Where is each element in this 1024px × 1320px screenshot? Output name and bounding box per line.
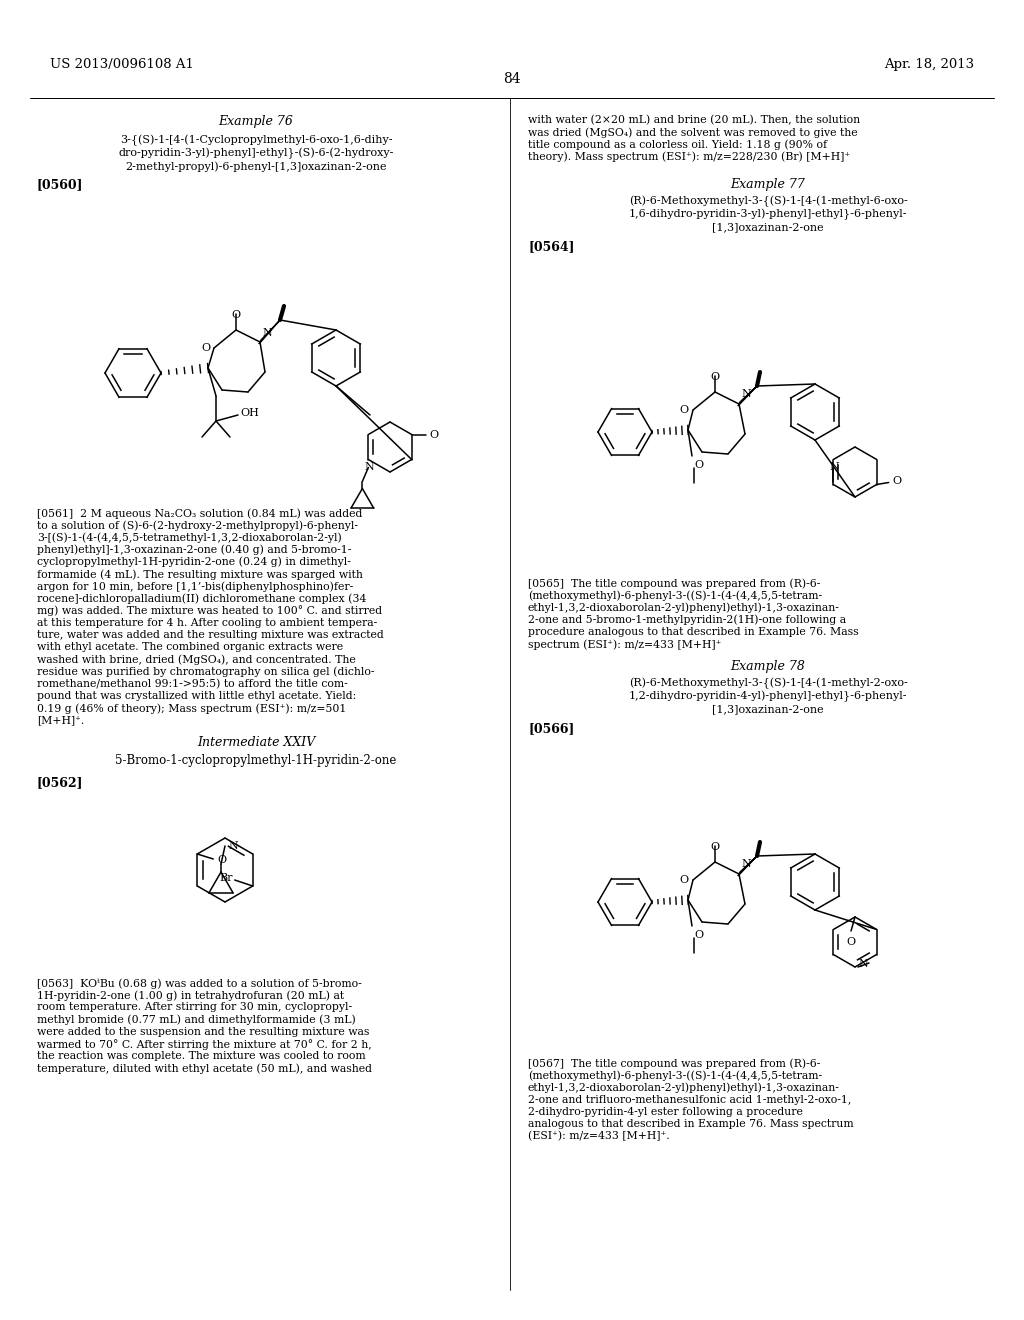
Text: (methoxymethyl)-6-phenyl-3-((S)-1-(4-(4,4,5,5-tetram-: (methoxymethyl)-6-phenyl-3-((S)-1-(4-(4,… [528, 590, 822, 601]
Text: room temperature. After stirring for 30 min, cyclopropyl-: room temperature. After stirring for 30 … [37, 1002, 352, 1012]
Text: [0564]: [0564] [528, 240, 574, 253]
Text: 5-Bromo-1-cyclopropylmethyl-1H-pyridin-2-one: 5-Bromo-1-cyclopropylmethyl-1H-pyridin-2… [116, 754, 396, 767]
Text: formamide (4 mL). The resulting mixture was sparged with: formamide (4 mL). The resulting mixture … [37, 569, 362, 579]
Text: [0563]  KOᵗBu (0.68 g) was added to a solution of 5-bromo-: [0563] KOᵗBu (0.68 g) was added to a sol… [37, 978, 361, 989]
Text: residue was purified by chromatography on silica gel (dichlo-: residue was purified by chromatography o… [37, 667, 375, 677]
Text: N: N [741, 389, 751, 399]
Text: O: O [680, 875, 689, 884]
Text: Example 76: Example 76 [218, 115, 294, 128]
Text: 3-[(S)-1-(4-(4,4,5,5-tetramethyl-1,3,2-dioxaborolan-2-yl): 3-[(S)-1-(4-(4,4,5,5-tetramethyl-1,3,2-d… [37, 532, 342, 543]
Text: [1,3]oxazinan-2-one: [1,3]oxazinan-2-one [712, 704, 824, 714]
Text: rocene]-dichloropalladium(II) dichloromethane complex (34: rocene]-dichloropalladium(II) dichlorome… [37, 594, 367, 605]
Text: spectrum (ESI⁺): m/z=433 [M+H]⁺: spectrum (ESI⁺): m/z=433 [M+H]⁺ [528, 639, 721, 649]
Text: romethane/methanol 99:1->95:5) to afford the title com-: romethane/methanol 99:1->95:5) to afford… [37, 678, 348, 689]
Text: were added to the suspension and the resulting mixture was: were added to the suspension and the res… [37, 1027, 370, 1036]
Text: 2-methyl-propyl)-6-phenyl-[1,3]oxazinan-2-one: 2-methyl-propyl)-6-phenyl-[1,3]oxazinan-… [125, 161, 387, 172]
Text: (R)-6-Methoxymethyl-3-{(S)-1-[4-(1-methyl-2-oxo-: (R)-6-Methoxymethyl-3-{(S)-1-[4-(1-methy… [629, 678, 907, 689]
Text: O: O [201, 343, 210, 352]
Text: O: O [847, 937, 856, 946]
Text: N: N [365, 462, 374, 471]
Text: pound that was crystallized with little ethyl acetate. Yield:: pound that was crystallized with little … [37, 690, 356, 701]
Text: at this temperature for 4 h. After cooling to ambient tempera-: at this temperature for 4 h. After cooli… [37, 618, 377, 628]
Text: theory). Mass spectrum (ESI⁺): m/z=228/230 (Br) [M+H]⁺: theory). Mass spectrum (ESI⁺): m/z=228/2… [528, 152, 850, 162]
Text: mg) was added. The mixture was heated to 100° C. and stirred: mg) was added. The mixture was heated to… [37, 606, 382, 616]
Text: the reaction was complete. The mixture was cooled to room: the reaction was complete. The mixture w… [37, 1051, 366, 1061]
Text: [0562]: [0562] [37, 776, 84, 789]
Text: O: O [430, 429, 438, 440]
Text: [0566]: [0566] [528, 722, 574, 735]
Text: O: O [711, 372, 720, 381]
Text: [0567]  The title compound was prepared from (R)-6-: [0567] The title compound was prepared f… [528, 1059, 820, 1069]
Text: Br: Br [219, 873, 232, 883]
Text: 84: 84 [503, 73, 521, 86]
Text: N: N [741, 859, 751, 869]
Text: O: O [694, 931, 703, 940]
Text: Intermediate XXIV: Intermediate XXIV [197, 737, 315, 748]
Text: N: N [228, 841, 238, 851]
Text: methyl bromide (0.77 mL) and dimethylformamide (3 mL): methyl bromide (0.77 mL) and dimethylfor… [37, 1015, 355, 1026]
Text: phenyl)ethyl]-1,3-oxazinan-2-one (0.40 g) and 5-bromo-1-: phenyl)ethyl]-1,3-oxazinan-2-one (0.40 g… [37, 545, 351, 556]
Text: dro-pyridin-3-yl)-phenyl]-ethyl}-(S)-6-(2-hydroxy-: dro-pyridin-3-yl)-phenyl]-ethyl}-(S)-6-(… [119, 148, 393, 160]
Text: argon for 10 min, before [1,1’-bis(diphenylphosphino)fer-: argon for 10 min, before [1,1’-bis(diphe… [37, 581, 353, 591]
Text: procedure analogous to that described in Example 76. Mass: procedure analogous to that described in… [528, 627, 859, 636]
Text: (methoxymethyl)-6-phenyl-3-((S)-1-(4-(4,4,5,5-tetram-: (methoxymethyl)-6-phenyl-3-((S)-1-(4-(4,… [528, 1071, 822, 1081]
Text: 0.19 g (46% of theory); Mass spectrum (ESI⁺): m/z=501: 0.19 g (46% of theory); Mass spectrum (E… [37, 704, 346, 714]
Text: [0565]  The title compound was prepared from (R)-6-: [0565] The title compound was prepared f… [528, 578, 820, 589]
Polygon shape [738, 855, 757, 876]
Text: Apr. 18, 2013: Apr. 18, 2013 [884, 58, 974, 71]
Text: 2-one and 5-bromo-1-methylpyridin-2(1H)-one following a: 2-one and 5-bromo-1-methylpyridin-2(1H)-… [528, 615, 846, 626]
Text: OH: OH [240, 408, 259, 418]
Text: N: N [858, 960, 867, 969]
Text: 1,6-dihydro-pyridin-3-yl)-phenyl]-ethyl}-6-phenyl-: 1,6-dihydro-pyridin-3-yl)-phenyl]-ethyl}… [629, 209, 907, 220]
Text: with water (2×20 mL) and brine (20 mL). Then, the solution: with water (2×20 mL) and brine (20 mL). … [528, 115, 860, 125]
Text: [0560]: [0560] [37, 178, 84, 191]
Text: 1H-pyridin-2-one (1.00 g) in tetrahydrofuran (20 mL) at: 1H-pyridin-2-one (1.00 g) in tetrahydrof… [37, 990, 344, 1001]
Text: 1,2-dihydro-pyridin-4-yl)-phenyl]-ethyl}-6-phenyl-: 1,2-dihydro-pyridin-4-yl)-phenyl]-ethyl}… [629, 690, 907, 702]
Text: (R)-6-Methoxymethyl-3-{(S)-1-[4-(1-methyl-6-oxo-: (R)-6-Methoxymethyl-3-{(S)-1-[4-(1-methy… [629, 195, 907, 207]
Text: [0561]  2 M aqueous Na₂CO₃ solution (0.84 mL) was added: [0561] 2 M aqueous Na₂CO₃ solution (0.84… [37, 508, 362, 519]
Text: O: O [711, 842, 720, 851]
Text: O: O [231, 310, 241, 319]
Text: N: N [829, 462, 840, 473]
Text: 2-dihydro-pyridin-4-yl ester following a procedure: 2-dihydro-pyridin-4-yl ester following a… [528, 1106, 803, 1117]
Text: 3-{(S)-1-[4-(1-Cyclopropylmethyl-6-oxo-1,6-dihy-: 3-{(S)-1-[4-(1-Cyclopropylmethyl-6-oxo-1… [120, 135, 392, 147]
Text: ture, water was added and the resulting mixture was extracted: ture, water was added and the resulting … [37, 630, 384, 640]
Text: to a solution of (S)-6-(2-hydroxy-2-methylpropyl)-6-phenyl-: to a solution of (S)-6-(2-hydroxy-2-meth… [37, 520, 358, 531]
Polygon shape [259, 319, 280, 345]
Polygon shape [738, 385, 757, 407]
Text: [M+H]⁺.: [M+H]⁺. [37, 715, 84, 726]
Text: cyclopropylmethyl-1H-pyridin-2-one (0.24 g) in dimethyl-: cyclopropylmethyl-1H-pyridin-2-one (0.24… [37, 557, 351, 568]
Text: N: N [262, 327, 271, 338]
Text: warmed to 70° C. After stirring the mixture at 70° C. for 2 h,: warmed to 70° C. After stirring the mixt… [37, 1039, 372, 1049]
Text: washed with brine, dried (MgSO₄), and concentrated. The: washed with brine, dried (MgSO₄), and co… [37, 655, 355, 665]
Text: US 2013/0096108 A1: US 2013/0096108 A1 [50, 58, 194, 71]
Text: Example 77: Example 77 [730, 178, 806, 191]
Text: O: O [217, 855, 226, 865]
Text: Example 78: Example 78 [730, 660, 806, 673]
Text: 2-one and trifluoro-methanesulfonic acid 1-methyl-2-oxo-1,: 2-one and trifluoro-methanesulfonic acid… [528, 1094, 851, 1105]
Text: temperature, diluted with ethyl acetate (50 mL), and washed: temperature, diluted with ethyl acetate … [37, 1064, 372, 1074]
Text: (ESI⁺): m/z=433 [M+H]⁺.: (ESI⁺): m/z=433 [M+H]⁺. [528, 1131, 670, 1142]
Text: O: O [893, 475, 902, 486]
Text: with ethyl acetate. The combined organic extracts were: with ethyl acetate. The combined organic… [37, 643, 343, 652]
Text: ethyl-1,3,2-dioxaborolan-2-yl)phenyl)ethyl)-1,3-oxazinan-: ethyl-1,3,2-dioxaborolan-2-yl)phenyl)eth… [528, 602, 840, 612]
Text: title compound as a colorless oil. Yield: 1.18 g (90% of: title compound as a colorless oil. Yield… [528, 140, 827, 150]
Text: ethyl-1,3,2-dioxaborolan-2-yl)phenyl)ethyl)-1,3-oxazinan-: ethyl-1,3,2-dioxaborolan-2-yl)phenyl)eth… [528, 1082, 840, 1093]
Text: analogous to that described in Example 76. Mass spectrum: analogous to that described in Example 7… [528, 1119, 854, 1129]
Text: O: O [694, 459, 703, 470]
Text: was dried (MgSO₄) and the solvent was removed to give the: was dried (MgSO₄) and the solvent was re… [528, 127, 858, 137]
Text: [1,3]oxazinan-2-one: [1,3]oxazinan-2-one [712, 222, 824, 232]
Text: O: O [680, 405, 689, 414]
